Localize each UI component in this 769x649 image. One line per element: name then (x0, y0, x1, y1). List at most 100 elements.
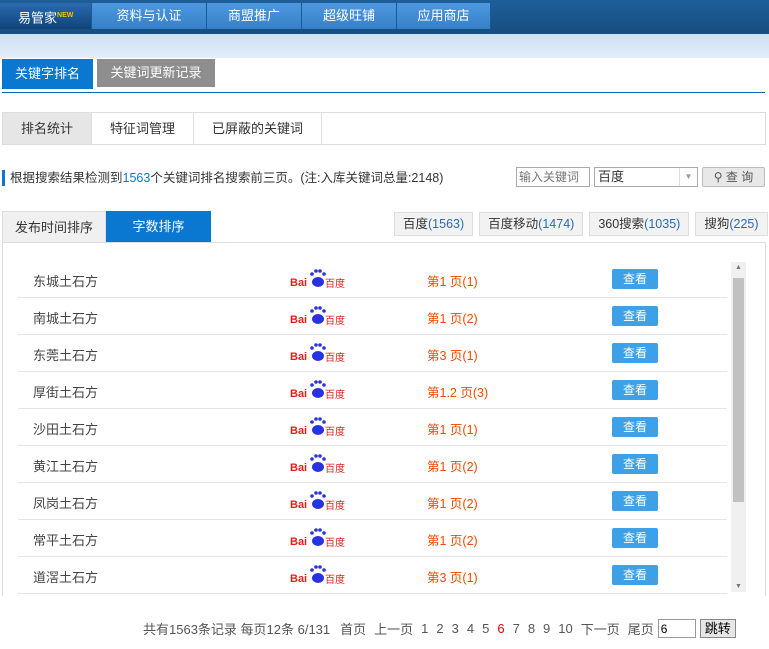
baidu-logo-icon: Bai 百度 (290, 491, 345, 512)
page-link[interactable]: 2 (436, 621, 444, 636)
baidu-logo-icon: Bai 百度 (290, 306, 345, 327)
page-link[interactable]: 3 (451, 621, 459, 636)
view-button[interactable]: 查看 (612, 417, 658, 437)
prev-page-link[interactable]: 上一页 (374, 622, 414, 637)
page-link[interactable]: 7 (512, 621, 520, 636)
scrollbar[interactable]: ▲ ▼ (731, 262, 746, 592)
keyword-name: 沙田土石方 (33, 422, 99, 437)
keyword-count: 1563 (122, 171, 151, 185)
keyword-list (2, 242, 766, 596)
engine-filter-sogou[interactable]: 搜狗(225) (695, 212, 768, 236)
sub-tabs: 排名统计 特征词管理 已屏蔽的关键词 (2, 112, 766, 145)
tab-keyword-ranking[interactable]: 关键字排名 (2, 59, 93, 89)
info-suffix: 个关键词排名搜索前三页。(注:入库关键词总量:2148) (150, 171, 444, 185)
nav-home[interactable]: 易管家NEW (0, 3, 92, 29)
engine-filter-baidu[interactable]: 百度(1563) (394, 212, 474, 236)
svg-text:百度: 百度 (325, 462, 345, 475)
page-link[interactable]: 8 (527, 621, 536, 636)
sort-by-publish-time[interactable]: 发布时间排序 (2, 211, 107, 242)
top-nav: 易管家NEW 资料与认证 商盟推广 超级旺铺 应用商店 (0, 3, 491, 29)
view-button[interactable]: 查看 (612, 380, 658, 400)
rank-text: 第1.2 页(3) (427, 386, 489, 400)
subtab-feature-words[interactable]: 特征词管理 (92, 113, 195, 144)
nav-app-store[interactable]: 应用商店 (397, 3, 491, 29)
svg-text:Bai: Bai (290, 388, 307, 400)
nav-promotion[interactable]: 商盟推广 (207, 3, 302, 29)
engine-select-value: 百度 (598, 169, 625, 184)
rank-text: 第1 页(2) (427, 460, 478, 474)
page-link[interactable]: 4 (466, 621, 475, 636)
table-row: 常平土石方 Bai 百度 第1 页(2) 查看 (18, 520, 727, 557)
table-row: 南城土石方 Bai 百度 第1 页(2) 查看 (18, 298, 727, 335)
nav-home-label: 易管家 (18, 10, 58, 26)
view-button[interactable]: 查看 (612, 454, 658, 474)
page-link[interactable]: 9 (543, 621, 551, 636)
keyword-name: 凤岗土石方 (33, 496, 99, 511)
nav-profile[interactable]: 资料与认证 (92, 3, 207, 29)
engine-name: 搜狗 (704, 217, 730, 231)
view-button[interactable]: 查看 (612, 306, 658, 326)
keyword-input[interactable] (516, 167, 590, 187)
svg-text:百度: 百度 (325, 277, 345, 290)
view-button[interactable]: 查看 (612, 343, 658, 363)
query-button[interactable]: ⚲ 查 询 (702, 167, 765, 187)
pager-summary: 共有1563条记录 每页12条 6/131 (143, 622, 331, 637)
engine-name: 百度移动 (488, 217, 539, 231)
page-link[interactable]: 5 (482, 621, 490, 636)
chevron-down-icon: ▼ (679, 168, 697, 186)
rank-text: 第3 页(1) (427, 349, 478, 363)
info-text: 根据搜索结果检测到1563个关键词排名搜索前三页。(注:入库关键词总量:2148… (2, 170, 443, 186)
baidu-logo-icon: Bai 百度 (290, 528, 345, 549)
main-tabs: 关键字排名 关键词更新记录 (2, 59, 215, 89)
query-button-label: 查 询 (725, 170, 754, 184)
engine-count: (225) (729, 217, 759, 231)
tab-keyword-update-log[interactable]: 关键词更新记录 (97, 59, 215, 87)
keyword-name: 东莞土石方 (33, 348, 99, 363)
nav-shop[interactable]: 超级旺铺 (302, 3, 397, 29)
scroll-down-icon[interactable]: ▼ (735, 583, 742, 590)
sort-by-word-count[interactable]: 字数排序 (106, 211, 212, 242)
engine-filter-360[interactable]: 360搜索(1035) (589, 212, 690, 236)
svg-text:百度: 百度 (325, 388, 345, 401)
subtab-blocked-keywords[interactable]: 已屏蔽的关键词 (194, 113, 323, 144)
baidu-logo-icon: Bai 百度 (290, 380, 345, 401)
search-bar: 百度 ▼ ⚲ 查 询 (516, 167, 765, 187)
svg-text:Bai: Bai (290, 462, 307, 474)
keyword-name: 东城土石方 (33, 274, 99, 289)
table-row: 东城土石方 Bai 百度 第1 页(1) 查看 (18, 261, 727, 298)
rank-text: 第3 页(1) (427, 571, 478, 585)
next-page-link[interactable]: 下一页 (580, 622, 620, 637)
svg-text:Bai: Bai (290, 314, 307, 326)
table-row: 厚街土石方 Bai 百度 第1.2 页(3) 查看 (18, 372, 727, 409)
jump-button[interactable]: 跳转 (699, 619, 736, 638)
view-button[interactable]: 查看 (612, 269, 658, 289)
page-link[interactable]: 1 (421, 621, 429, 636)
svg-text:百度: 百度 (325, 425, 345, 438)
view-button[interactable]: 查看 (612, 528, 658, 548)
baidu-logo-icon: Bai 百度 (290, 565, 345, 586)
scroll-up-icon[interactable]: ▲ (735, 264, 742, 271)
svg-text:Bai: Bai (290, 499, 307, 511)
new-badge: NEW (57, 12, 74, 19)
svg-text:Bai: Bai (290, 351, 307, 363)
jump-page-input[interactable] (657, 619, 696, 638)
svg-text:百度: 百度 (325, 314, 345, 327)
header-band (0, 34, 769, 58)
baidu-logo-icon: Bai 百度 (290, 343, 345, 364)
view-button[interactable]: 查看 (612, 565, 658, 585)
view-button[interactable]: 查看 (612, 491, 658, 511)
engine-filter-baidu-mobile[interactable]: 百度移动(1474) (479, 212, 584, 236)
rank-text: 第1 页(2) (427, 497, 478, 511)
first-page-link[interactable]: 首页 (340, 622, 367, 637)
last-page-link[interactable]: 尾页 (627, 622, 654, 637)
engine-select[interactable]: 百度 ▼ (594, 167, 698, 187)
scroll-thumb[interactable] (733, 278, 744, 502)
info-prefix: 根据搜索结果检测到 (10, 171, 123, 185)
table-row: 黄江土石方 Bai 百度 第1 页(2) 查看 (18, 446, 727, 483)
baidu-logo-icon: Bai 百度 (290, 417, 345, 438)
engine-count: (1035) (644, 217, 681, 231)
keyword-name: 道滘土石方 (33, 570, 99, 585)
subtab-ranking-stats[interactable]: 排名统计 (3, 113, 93, 144)
page-link[interactable]: 10 (558, 621, 573, 636)
page-link[interactable]: 6 (497, 621, 505, 636)
